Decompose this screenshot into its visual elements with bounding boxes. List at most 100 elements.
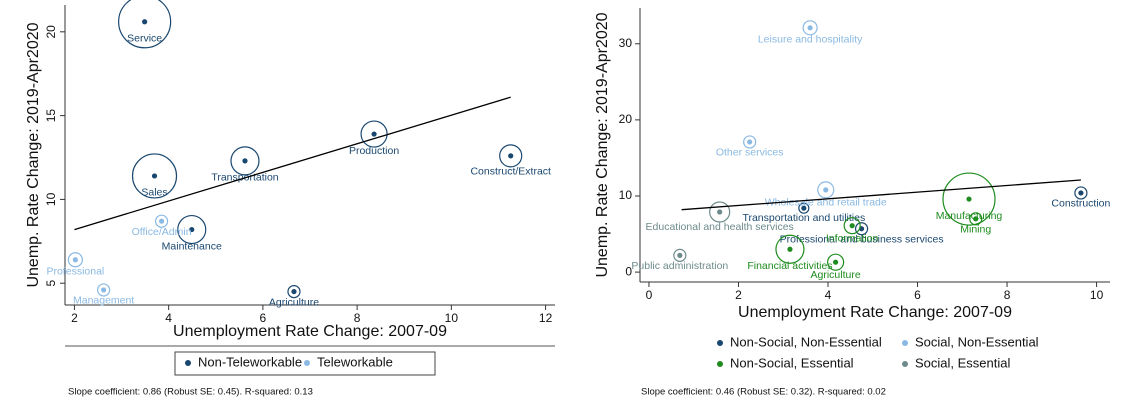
legend-box — [174, 351, 436, 376]
legend-label: Teleworkable — [317, 354, 393, 369]
point-label: Educational and health services — [646, 221, 794, 233]
y-tick-label: 20 — [619, 112, 633, 126]
bubble — [177, 214, 207, 245]
bubble — [673, 248, 687, 262]
x-tick-label: 4 — [825, 288, 832, 302]
y-axis-title: Unemp. Rate Change: 2019-Apr2020 — [25, 22, 42, 287]
point-label: Wholesale and retail trade — [765, 197, 887, 209]
legend-marker — [185, 360, 191, 366]
note: Slope coefficient: 0.46 (Robust SE: 0.32… — [641, 387, 886, 398]
legend-marker — [304, 360, 310, 366]
legend-marker — [902, 361, 908, 367]
point — [158, 218, 165, 224]
note: Slope coefficient: 0.86 (Robust SE: 0.45… — [68, 387, 313, 398]
legend-label: Social, Essential — [915, 355, 1010, 370]
point-label: Public administration — [631, 260, 728, 272]
bubble — [1074, 186, 1088, 200]
fit-line — [681, 179, 1081, 211]
point-label: Other services — [716, 147, 784, 159]
point — [807, 25, 813, 31]
x-tick-label: 12 — [539, 311, 553, 325]
point — [371, 131, 377, 137]
point-label: Agriculture — [269, 296, 319, 308]
bubble — [843, 217, 861, 235]
point — [291, 288, 297, 295]
point-label: Manufacturing — [936, 210, 1003, 222]
bubble — [798, 202, 810, 214]
point-label: Agriculture — [811, 269, 861, 281]
bubble — [817, 181, 835, 199]
point — [677, 252, 683, 258]
point — [242, 158, 248, 164]
bubble — [287, 284, 301, 299]
y-tick-label: 10 — [619, 188, 633, 202]
point-label: Transportation and utilities — [742, 212, 865, 224]
point — [833, 259, 839, 265]
point — [1078, 190, 1084, 196]
point-label: Sales — [141, 187, 167, 199]
point — [72, 257, 78, 263]
x-tick-label: 10 — [1090, 288, 1104, 302]
legend-label: Non-Teleworkable — [198, 354, 302, 369]
y-axis-title: Unemp. Rate Change: 2019-Apr2020 — [594, 12, 611, 277]
x-axis-title: Unemployment Rate Change: 2007-09 — [173, 323, 447, 340]
point-label: Professional and business services — [780, 234, 944, 246]
point-label: Information — [826, 232, 879, 244]
point — [717, 209, 723, 215]
x-tick-label: 8 — [354, 311, 361, 325]
bubble — [969, 212, 983, 226]
scatter-chart: 2 4 6 8 10 12 5 10 15 20 Unemployment Rate Change:… — [25, 0, 555, 398]
point-label: Management — [73, 295, 134, 307]
y-tick-label: 30 — [619, 36, 633, 50]
bubble — [709, 201, 731, 223]
y-tick-label: 0 — [625, 264, 632, 278]
point-label: Maintenance — [162, 240, 222, 252]
x-tick-label: 2 — [71, 311, 78, 325]
point — [189, 226, 195, 233]
point — [973, 216, 979, 222]
bubble — [827, 253, 845, 271]
y-tick-label: 20 — [44, 25, 58, 39]
point — [787, 246, 793, 252]
legend-marker — [717, 340, 723, 346]
point — [508, 153, 514, 159]
legend-label: Social, Non-Essential — [915, 334, 1039, 349]
point — [849, 223, 855, 229]
x-tick-label: 6 — [260, 311, 267, 325]
bubble — [802, 20, 818, 36]
point-label: Professional — [46, 266, 104, 278]
x-axis-title: Unemployment Rate Change: 2007-09 — [738, 304, 1012, 321]
bubble — [854, 222, 869, 236]
point-label: Mining — [960, 224, 991, 236]
legend-label: Non-Social, Essential — [730, 355, 854, 370]
bubble — [499, 144, 523, 168]
x-tick-label: 2 — [735, 288, 742, 302]
bubble — [230, 146, 260, 176]
x-tick-label: 10 — [445, 311, 459, 325]
point — [966, 196, 972, 202]
fit-line — [74, 96, 511, 231]
point — [747, 139, 753, 145]
y-tick-label: 15 — [44, 109, 58, 123]
x-tick-label: 6 — [914, 288, 921, 302]
bubble — [775, 234, 805, 264]
y-tick-label: 5 — [44, 280, 58, 287]
point-label: Construct/Extract — [470, 166, 551, 178]
x-tick-label: 4 — [165, 311, 172, 325]
bubble — [97, 283, 111, 297]
point-label: Office/Admin — [132, 226, 192, 238]
bubble — [942, 172, 996, 226]
point-label: Service — [127, 33, 162, 45]
point — [151, 173, 158, 179]
bubble — [743, 135, 757, 149]
point-label: Construction — [1051, 198, 1110, 210]
legend-marker — [717, 361, 723, 367]
x-tick-label: 8 — [1004, 288, 1011, 302]
legend-label: Non-Social, Non-Essential — [730, 334, 882, 349]
point — [101, 287, 107, 293]
bubble — [67, 252, 83, 268]
bubble — [118, 0, 172, 49]
legend-marker — [902, 340, 908, 346]
point — [823, 187, 829, 193]
